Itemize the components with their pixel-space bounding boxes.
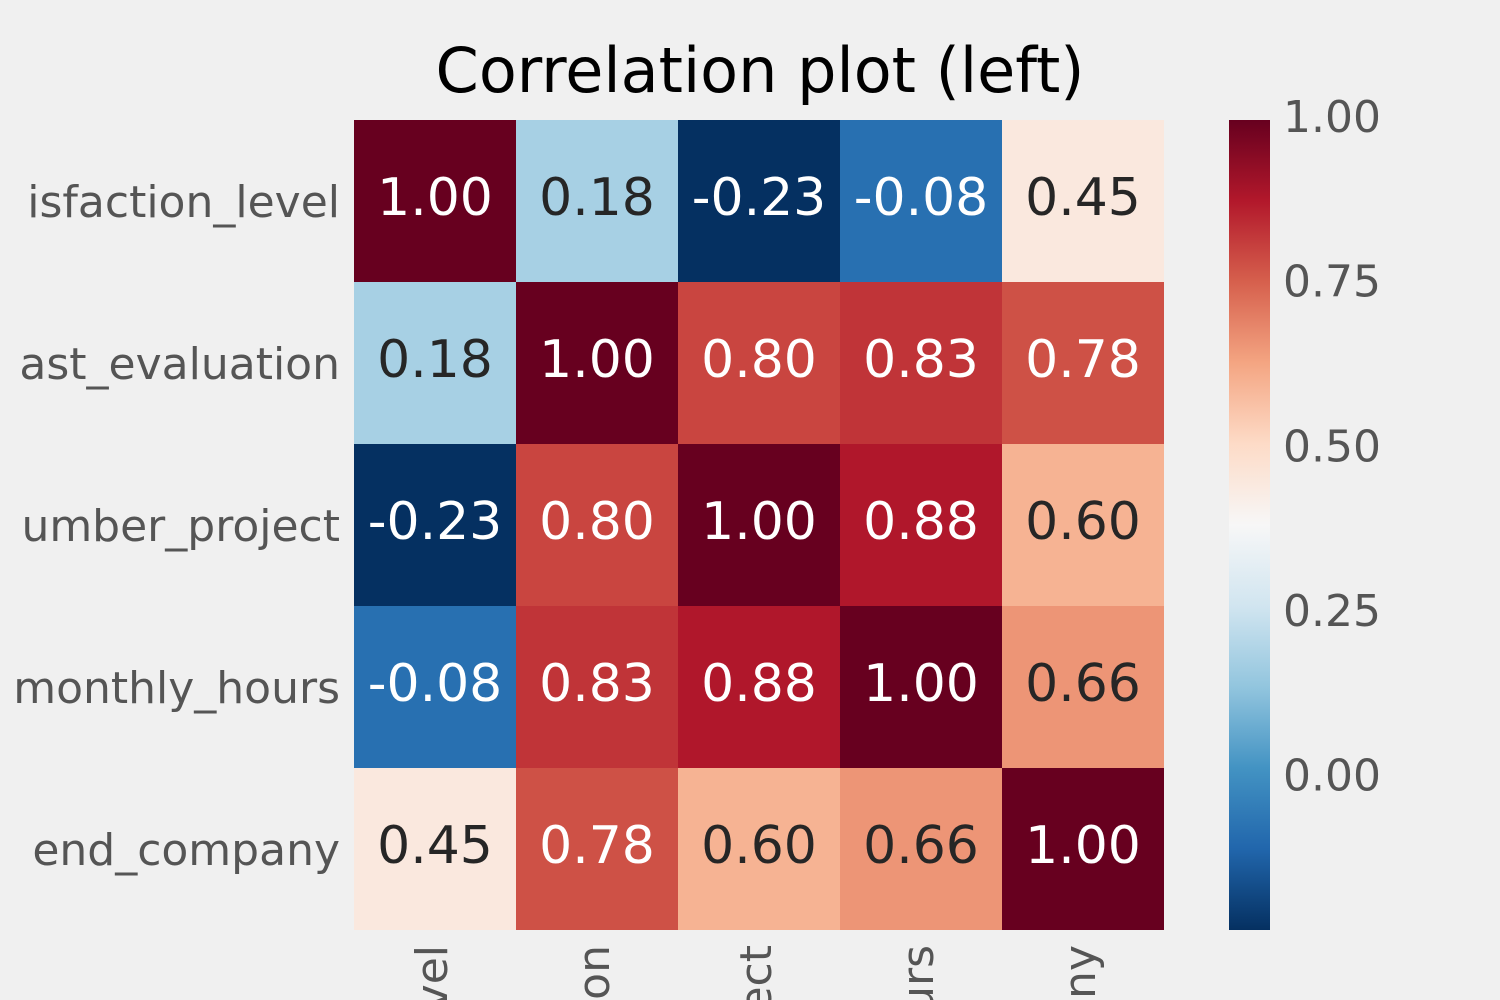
cell-label: 0.60	[1025, 492, 1141, 552]
heatmap-cell	[1002, 282, 1164, 444]
x-tick-label: ny	[1055, 945, 1106, 999]
cell-label: 0.88	[863, 492, 979, 552]
heatmap-cell	[516, 768, 678, 930]
cell-label: 0.66	[863, 816, 979, 876]
cell-label: 1.00	[539, 330, 655, 390]
x-tick-label: on	[569, 945, 620, 1000]
heatmap-cell	[840, 768, 1002, 930]
cell-label: 0.88	[701, 654, 817, 714]
heatmap-cell	[1002, 444, 1164, 606]
colorbar-tick-label: 0.00	[1283, 751, 1381, 802]
cell-label: 0.80	[701, 330, 817, 390]
heatmap-cell	[840, 120, 1002, 282]
x-tick-label: vel	[407, 945, 458, 1000]
cell-label: 0.18	[377, 330, 493, 390]
cell-label: 0.80	[539, 492, 655, 552]
heatmap-cell	[840, 282, 1002, 444]
colorbar-tick-label: 0.50	[1283, 421, 1381, 472]
cell-label: -0.08	[368, 654, 503, 714]
heatmap-cell	[354, 606, 516, 768]
colorbar-tick-label: 0.25	[1283, 586, 1381, 637]
chart-title: Correlation plot (left)	[436, 34, 1085, 107]
cell-label: 1.00	[863, 654, 979, 714]
heatmap-cell	[840, 444, 1002, 606]
heatmap-cell	[516, 120, 678, 282]
cell-label: -0.23	[692, 168, 827, 228]
cell-label: 0.83	[539, 654, 655, 714]
cell-label: 0.45	[377, 816, 493, 876]
heatmap-cell	[678, 120, 840, 282]
heatmap-cell	[516, 444, 678, 606]
x-tick-label: urs	[893, 945, 944, 1000]
y-tick-label: end_company	[32, 825, 340, 876]
cell-label: 0.78	[1025, 330, 1141, 390]
heatmap-cell	[678, 606, 840, 768]
heatmap-cell	[1002, 768, 1164, 930]
cell-label: 1.00	[1025, 816, 1141, 876]
heatmap-cell	[516, 606, 678, 768]
heatmap-cell	[516, 282, 678, 444]
cell-label: 0.83	[863, 330, 979, 390]
colorbar-tick-label: 0.75	[1283, 257, 1381, 308]
heatmap-cell	[354, 444, 516, 606]
y-tick-label: umber_project	[21, 501, 340, 552]
x-tick-label: ect	[731, 945, 782, 1000]
heatmap-cell	[1002, 120, 1164, 282]
heatmap-cell	[678, 444, 840, 606]
cell-label: 0.66	[1025, 654, 1141, 714]
cell-label: 0.60	[701, 816, 817, 876]
colorbar	[1229, 120, 1270, 930]
heatmap-cell	[1002, 606, 1164, 768]
heatmap-cell	[840, 606, 1002, 768]
cell-label: 1.00	[701, 492, 817, 552]
heatmap-cell	[354, 282, 516, 444]
cell-label: 0.78	[539, 816, 655, 876]
cell-label: 1.00	[377, 168, 493, 228]
heatmap-cell	[354, 768, 516, 930]
cell-label: 0.18	[539, 168, 655, 228]
heatmap-cell	[678, 768, 840, 930]
heatmap-cell	[678, 282, 840, 444]
y-tick-label: monthly_hours	[13, 663, 340, 714]
cell-label: 0.45	[1025, 168, 1141, 228]
heatmap-cell	[354, 120, 516, 282]
y-tick-label: isfaction_level	[27, 177, 340, 228]
cell-label: -0.08	[854, 168, 989, 228]
y-tick-label: ast_evaluation	[19, 339, 340, 390]
colorbar-tick-label: 1.00	[1283, 92, 1381, 143]
cell-label: -0.23	[368, 492, 503, 552]
